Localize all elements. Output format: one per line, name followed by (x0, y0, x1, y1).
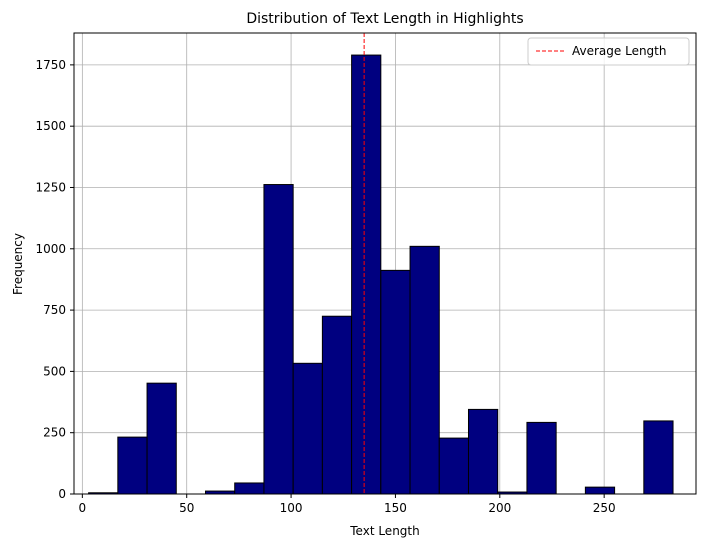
histogram-bar (263, 184, 294, 495)
histogram-bar (380, 269, 411, 495)
legend: Average Length (527, 37, 690, 66)
x-tick-label: 200 (488, 501, 511, 515)
legend-label-average-length: Average Length (572, 44, 666, 58)
histogram-bar (321, 315, 353, 495)
y-tick-label: 750 (43, 303, 66, 317)
histogram-bar (643, 420, 674, 495)
x-tick-label: 250 (593, 501, 616, 515)
y-axis-label: Frequency (11, 233, 25, 295)
x-axis-label: Text Length (349, 524, 419, 538)
chart-title: Distribution of Text Length in Highlight… (246, 11, 523, 27)
y-tick-label: 1250 (35, 180, 66, 194)
histogram-bar (351, 54, 382, 495)
y-tick-label: 0 (58, 487, 66, 501)
x-axis-ticks: 0 50 100 150 200 250 (79, 494, 616, 515)
legend-box (527, 37, 690, 66)
x-tick-label: 0 (79, 501, 87, 515)
histogram-bar (146, 382, 177, 495)
y-tick-label: 1000 (35, 242, 66, 256)
y-tick-label: 1500 (35, 119, 66, 133)
histogram-bar (467, 408, 499, 495)
x-tick-label: 50 (179, 501, 194, 515)
y-axis-ticks: 0 250 500 750 1000 1250 1500 1750 (35, 58, 74, 501)
histogram-bar (584, 486, 616, 495)
y-tick-label: 500 (43, 364, 66, 378)
y-tick-label: 1750 (35, 58, 66, 72)
histogram-bar (117, 436, 148, 495)
histogram-bar (438, 437, 469, 495)
histogram-bar (409, 245, 440, 495)
histogram-bar (234, 482, 265, 495)
y-tick-label: 250 (43, 426, 66, 440)
x-tick-label: 150 (384, 501, 407, 515)
histogram-bar (292, 362, 323, 495)
x-tick-label: 100 (280, 501, 303, 515)
histogram-bar (526, 421, 557, 495)
plot-frame (73, 32, 697, 495)
